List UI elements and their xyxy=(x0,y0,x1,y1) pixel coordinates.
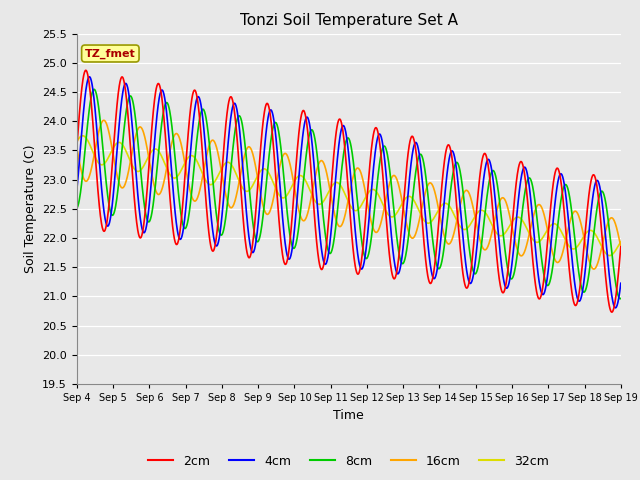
16cm xyxy=(617,244,625,250)
2cm xyxy=(316,260,323,265)
16cm xyxy=(138,125,145,131)
8cm xyxy=(325,250,333,255)
32cm xyxy=(316,202,323,207)
32cm xyxy=(138,167,145,172)
32cm xyxy=(304,183,312,189)
16cm xyxy=(304,209,312,215)
16cm xyxy=(100,118,108,123)
32cm xyxy=(325,188,333,194)
Line: 8cm: 8cm xyxy=(77,89,621,299)
8cm xyxy=(617,296,625,301)
4cm xyxy=(304,115,312,121)
4cm xyxy=(73,188,81,193)
Line: 32cm: 32cm xyxy=(77,136,621,255)
2cm xyxy=(304,132,312,137)
Line: 16cm: 16cm xyxy=(77,120,621,269)
8cm xyxy=(316,172,323,178)
X-axis label: Time: Time xyxy=(333,408,364,421)
32cm xyxy=(79,133,86,139)
8cm xyxy=(115,175,123,180)
16cm xyxy=(325,182,333,188)
2cm xyxy=(383,222,390,228)
4cm xyxy=(316,225,323,231)
8cm xyxy=(304,139,312,145)
Y-axis label: Soil Temperature (C): Soil Temperature (C) xyxy=(24,144,36,273)
16cm xyxy=(590,266,598,272)
32cm xyxy=(605,252,613,258)
8cm xyxy=(616,296,624,301)
2cm xyxy=(138,234,145,240)
8cm xyxy=(383,149,390,155)
32cm xyxy=(383,209,390,215)
16cm xyxy=(383,192,390,198)
2cm xyxy=(115,83,123,89)
8cm xyxy=(90,86,98,92)
8cm xyxy=(73,205,81,211)
4cm xyxy=(617,280,625,286)
2cm xyxy=(608,309,616,315)
16cm xyxy=(115,180,123,186)
4cm xyxy=(611,305,619,311)
8cm xyxy=(138,176,145,181)
2cm xyxy=(617,244,625,250)
Line: 4cm: 4cm xyxy=(77,77,621,308)
Line: 2cm: 2cm xyxy=(77,70,621,312)
Legend: 2cm, 4cm, 8cm, 16cm, 32cm: 2cm, 4cm, 8cm, 16cm, 32cm xyxy=(143,450,554,473)
4cm xyxy=(138,223,145,228)
2cm xyxy=(325,212,333,218)
Title: Tonzi Soil Temperature Set A: Tonzi Soil Temperature Set A xyxy=(240,13,458,28)
32cm xyxy=(115,140,123,145)
4cm xyxy=(115,121,123,127)
2cm xyxy=(73,144,81,150)
4cm xyxy=(325,247,333,253)
16cm xyxy=(73,144,81,150)
16cm xyxy=(316,160,323,166)
32cm xyxy=(73,139,81,144)
Text: TZ_fmet: TZ_fmet xyxy=(85,48,136,59)
4cm xyxy=(383,178,390,184)
4cm xyxy=(86,74,93,80)
2cm xyxy=(82,67,90,73)
32cm xyxy=(617,239,625,245)
